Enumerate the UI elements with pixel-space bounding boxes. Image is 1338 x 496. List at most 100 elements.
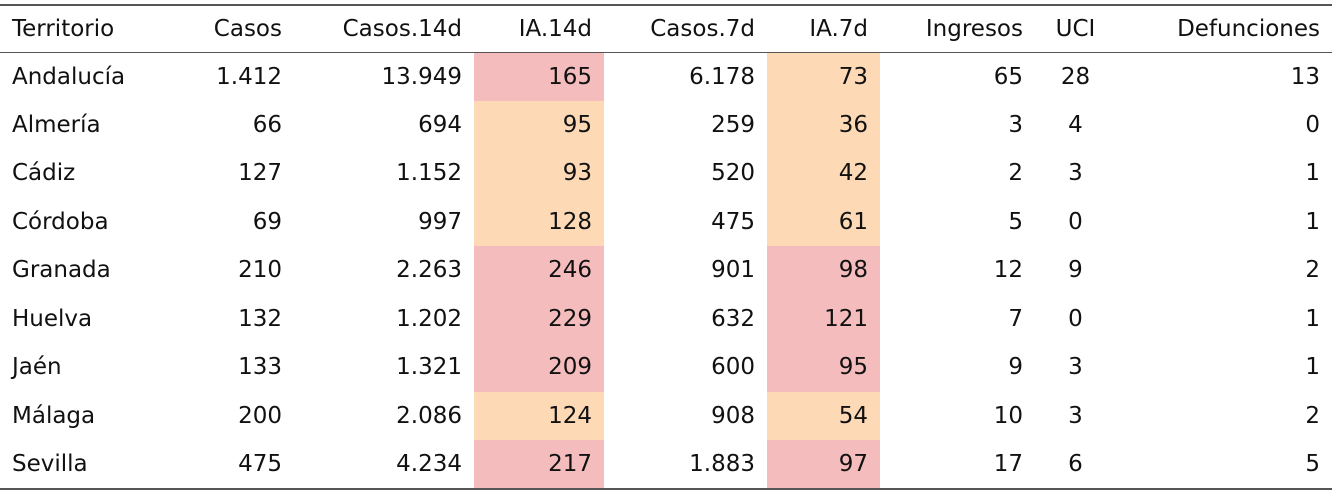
- table-body: Andalucía 1.412 13.949 165 6.178 73 65 28 13 Alme…: [0, 52, 1332, 489]
- cell-territorio: Andalucía: [12, 63, 126, 90]
- cell-uci: 4: [1068, 111, 1083, 138]
- cell-territorio: Sevilla: [12, 450, 88, 477]
- cell-ia-14d: 217: [474, 440, 604, 489]
- cell-ia-14d: 128: [474, 197, 604, 246]
- cell-ingresos: 7: [1008, 305, 1023, 332]
- cell-ia-7d: 73: [767, 52, 880, 101]
- cell-uci: 28: [1060, 63, 1091, 90]
- table-row: Sevilla 475 4.234 217 1.883 97 17 6 5: [0, 440, 1332, 489]
- table-row: Córdoba 69 997 128 475 61 5 0 1: [0, 197, 1332, 246]
- cell-casos-14d: 1.152: [396, 160, 462, 187]
- cell-ia-14d: 229: [474, 294, 604, 343]
- header-uci: UCI: [1055, 15, 1096, 42]
- cell-ia-14d: 246: [474, 246, 604, 295]
- cell-ia-14d: 93: [474, 149, 604, 198]
- header-ia-7d: IA.7d: [809, 15, 868, 42]
- cell-casos-14d: 1.202: [396, 305, 462, 332]
- table-header: Territorio Casos Casos.14d IA.14d Casos.…: [0, 5, 1332, 52]
- header-casos-14d: Casos.14d: [342, 15, 462, 42]
- cell-casos: 66: [252, 111, 282, 138]
- cell-ia-7d: 61: [767, 197, 880, 246]
- table-row: Málaga 200 2.086 124 908 54 10 3 2: [0, 391, 1332, 440]
- cell-casos-7d: 600: [711, 354, 755, 381]
- cell-casos-7d: 901: [711, 257, 755, 284]
- cell-uci: 3: [1068, 160, 1083, 187]
- cell-ia-14d: 209: [474, 343, 604, 392]
- cell-casos-7d: 632: [711, 305, 755, 332]
- cell-territorio: Huelva: [12, 305, 93, 332]
- cell-ia-14d: 124: [474, 391, 604, 440]
- cell-ia-7d: 42: [767, 149, 880, 198]
- header-casos-7d: Casos.7d: [650, 15, 755, 42]
- cell-casos: 475: [238, 450, 282, 477]
- cell-casos-7d: 1.883: [689, 450, 755, 477]
- cell-ingresos: 5: [1008, 208, 1023, 235]
- cell-ingresos: 65: [993, 63, 1023, 90]
- cell-defunciones: 1: [1305, 208, 1320, 235]
- cell-ia-7d: 36: [767, 100, 880, 149]
- header-ingresos: Ingresos: [925, 15, 1023, 42]
- cell-ingresos: 3: [1008, 111, 1023, 138]
- table-row: Jaén 133 1.321 209 600 95 9 3 1: [0, 343, 1332, 392]
- cell-territorio: Almería: [12, 111, 101, 138]
- header-ia-14d: IA.14d: [518, 15, 592, 42]
- cell-casos: 200: [238, 402, 282, 429]
- table-row: Huelva 132 1.202 229 632 121 7 0 1: [0, 294, 1332, 343]
- cell-defunciones: 2: [1305, 257, 1320, 284]
- cell-ingresos: 10: [993, 402, 1023, 429]
- cell-casos-7d: 6.178: [689, 63, 755, 90]
- cell-casos-14d: 13.949: [381, 63, 462, 90]
- covid-table-container: Territorio Casos Casos.14d IA.14d Casos.…: [0, 4, 1332, 490]
- cell-casos-14d: 694: [418, 111, 462, 138]
- cell-ingresos: 2: [1008, 160, 1023, 187]
- cell-defunciones: 2: [1305, 402, 1320, 429]
- cell-ia-14d: 95: [474, 100, 604, 149]
- cell-casos-14d: 997: [418, 208, 462, 235]
- cell-casos-7d: 520: [711, 160, 755, 187]
- cell-defunciones: 13: [1290, 63, 1320, 90]
- cell-casos-7d: 259: [711, 111, 755, 138]
- cell-ia-14d: 165: [474, 52, 604, 101]
- cell-uci: 3: [1068, 354, 1083, 381]
- cell-uci: 0: [1068, 208, 1083, 235]
- cell-defunciones: 1: [1305, 305, 1320, 332]
- cell-casos-14d: 4.234: [396, 450, 462, 477]
- cell-casos: 127: [238, 160, 282, 187]
- cell-casos: 1.412: [216, 63, 282, 90]
- cell-casos-7d: 475: [711, 208, 755, 235]
- cell-casos-7d: 908: [711, 402, 755, 429]
- cell-ia-7d: 98: [767, 246, 880, 295]
- cell-uci: 0: [1068, 305, 1083, 332]
- cell-ingresos: 9: [1008, 354, 1023, 381]
- cell-territorio: Cádiz: [12, 160, 76, 187]
- cell-uci: 3: [1068, 402, 1083, 429]
- cell-defunciones: 0: [1305, 111, 1320, 138]
- cell-territorio: Jaén: [12, 354, 62, 381]
- cell-defunciones: 1: [1305, 160, 1320, 187]
- table-row: Andalucía 1.412 13.949 165 6.178 73 65 28 13: [0, 52, 1332, 101]
- cell-casos: 210: [238, 257, 282, 284]
- table-row: Granada 210 2.263 246 901 98 12 9 2: [0, 246, 1332, 295]
- cell-casos: 132: [238, 305, 282, 332]
- cell-casos: 69: [252, 208, 282, 235]
- cell-uci: 6: [1068, 450, 1083, 477]
- header-casos: Casos: [213, 15, 282, 42]
- cell-territorio: Córdoba: [12, 208, 109, 235]
- table-row: Cádiz 127 1.152 93 520 42 2 3 1: [0, 149, 1332, 198]
- cell-casos-14d: 2.263: [396, 257, 462, 284]
- cell-ingresos: 12: [993, 257, 1023, 284]
- cell-casos-14d: 2.086: [396, 402, 462, 429]
- cell-defunciones: 1: [1305, 354, 1320, 381]
- cell-territorio: Granada: [12, 257, 111, 284]
- cell-ia-7d: 97: [767, 440, 880, 489]
- cell-ia-7d: 95: [767, 343, 880, 392]
- cell-territorio: Málaga: [12, 402, 96, 429]
- covid-incidence-table: Territorio Casos Casos.14d IA.14d Casos.…: [0, 4, 1332, 490]
- cell-uci: 9: [1068, 257, 1083, 284]
- cell-defunciones: 5: [1305, 450, 1320, 477]
- cell-casos: 133: [238, 354, 282, 381]
- cell-ingresos: 17: [993, 450, 1023, 477]
- table-row: Almería 66 694 95 259 36 3 4 0: [0, 100, 1332, 149]
- cell-ia-7d: 54: [767, 391, 880, 440]
- cell-ia-7d: 121: [767, 294, 880, 343]
